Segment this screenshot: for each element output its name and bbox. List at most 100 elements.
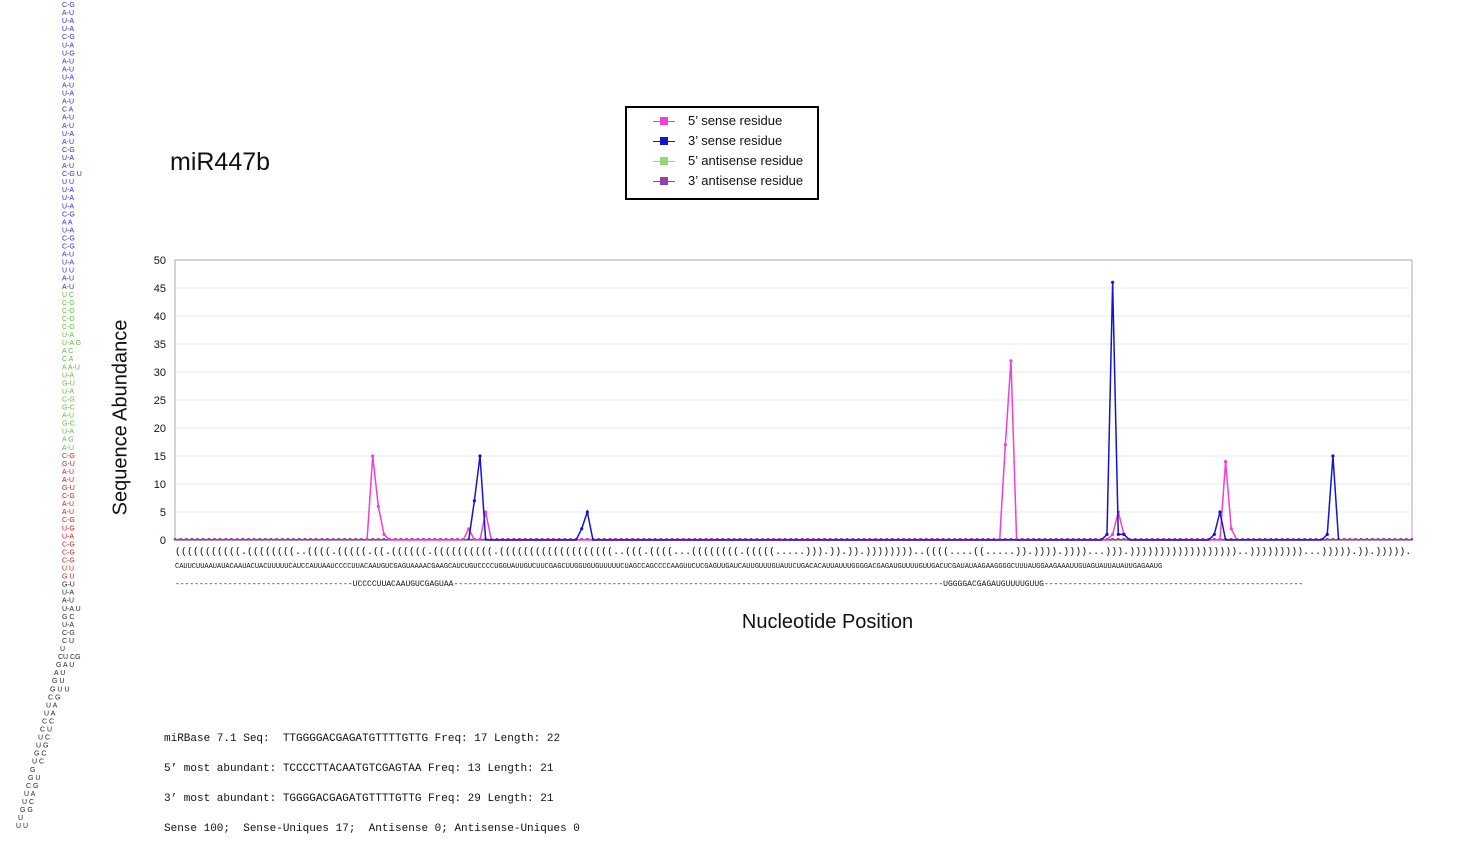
hairpin-line: C C [42,718,54,725]
hairpin-line: G-U [62,461,75,468]
hairpin-line: A-U [62,123,74,130]
hairpin-line: C A [62,107,74,114]
y-tick-label: 30 [154,367,166,379]
hairpin-line: A U [54,670,65,677]
y-tick-label: 25 [154,395,166,407]
zero-point [987,538,990,541]
hairpin-line: C-G [62,308,75,315]
hairpin-line: A-U [62,252,74,259]
mature-3p-sequence: UGGGGACGAGAUGUUUUGUUG [943,580,1044,589]
hairpin-line: U-A [62,42,74,49]
zero-point [1004,538,1007,541]
legend-label: 3’ sense residue [688,133,783,148]
legend-item-5p-sense: 5’ sense residue [627,112,817,132]
x-axis-label: Nucleotide Position [741,611,914,633]
zero-point [925,538,928,541]
zero-point [1117,538,1120,541]
zero-point [896,538,900,541]
hairpin-line: C-G [62,541,75,548]
zero-point [281,538,284,541]
zero-point [704,538,708,541]
data-point [1218,510,1222,514]
hairpin-line: U-G [62,50,75,57]
zero-point [540,538,544,541]
zero-point [1241,538,1244,541]
zero-point [1083,538,1086,541]
mature-5p-sequence: UCCCCUUACAAUGUCGAGUAA [352,580,454,589]
zero-point [331,538,335,541]
hairpin-line: A-U [62,477,74,484]
data-point [472,499,476,503]
hairpin-line: U-A [62,195,74,202]
hairpin-line: C-G [62,557,75,564]
hairpin-line: A-U [62,276,74,283]
zero-point [326,538,329,541]
hairpin-line: G U [52,678,64,685]
alignment-dashes: ----------------------------------------… [1043,580,1304,589]
hairpin-line: C-G [62,147,75,154]
zero-point [693,538,696,541]
zero-point [1286,538,1289,541]
hairpin-line: G-U [62,380,75,387]
hairpin-line: U-A G [62,340,81,347]
zero-point [795,538,798,541]
zero-point [535,538,538,541]
zero-point [1156,538,1160,541]
zero-point [433,538,437,541]
zero-point [902,538,905,541]
zero-point [1145,538,1148,541]
zero-point [659,538,662,541]
data-point [376,504,380,508]
zero-point [213,538,216,541]
hairpin-line: C-G [62,316,75,323]
zero-point [642,538,646,541]
hairpin-line: C-G [62,211,75,218]
hairpin-line: U C [32,759,44,766]
zero-point [1292,538,1295,541]
hairpin-line: G U [62,574,74,581]
data-point [1212,532,1216,537]
zero-point [456,538,459,541]
zero-point [953,538,956,541]
hairpin-line: A-U [62,413,74,420]
zero-point [185,538,188,541]
legend-item-5p-antisense: 5’ antisense residue [627,152,817,172]
zero-point [450,538,453,541]
hairpin-line: U A [24,791,36,798]
zero-point [1359,538,1363,541]
zero-point [586,538,589,541]
zero-point [879,538,883,541]
zero-point [783,538,787,541]
hairpin-line: U-A [62,187,74,194]
hairpin-line: G U U [50,686,69,693]
zero-point [620,538,623,541]
hairpin-line: G A U [56,662,74,669]
zero-point [444,538,448,541]
zero-point [298,538,301,541]
zero-point [196,538,199,541]
y-tick-label: 15 [154,451,166,463]
hairpin-line: U A [44,710,56,717]
zero-point [1263,538,1267,541]
hairpin-line: U U [16,823,28,830]
hairpin-line: U-G [62,525,75,532]
hairpin-line: U A [46,702,58,709]
zero-point [614,538,617,541]
zero-point [218,538,222,541]
zero-point [817,538,821,541]
zero-point [258,538,261,541]
zero-point [1365,538,1369,541]
zero-point [552,538,555,541]
zero-point [207,538,211,541]
zero-point [1275,538,1278,541]
zero-point [1246,538,1250,541]
alignment-dashes: ----------------------------------------… [453,580,944,589]
zero-point [603,538,606,541]
zero-point [727,538,730,541]
hairpin-line: A-U [62,83,74,90]
zero-point [744,538,747,541]
zero-point [1043,538,1047,541]
hairpin-line: C-G [62,244,75,251]
hairpin-line: A-U [62,509,74,516]
zero-point [202,538,205,541]
